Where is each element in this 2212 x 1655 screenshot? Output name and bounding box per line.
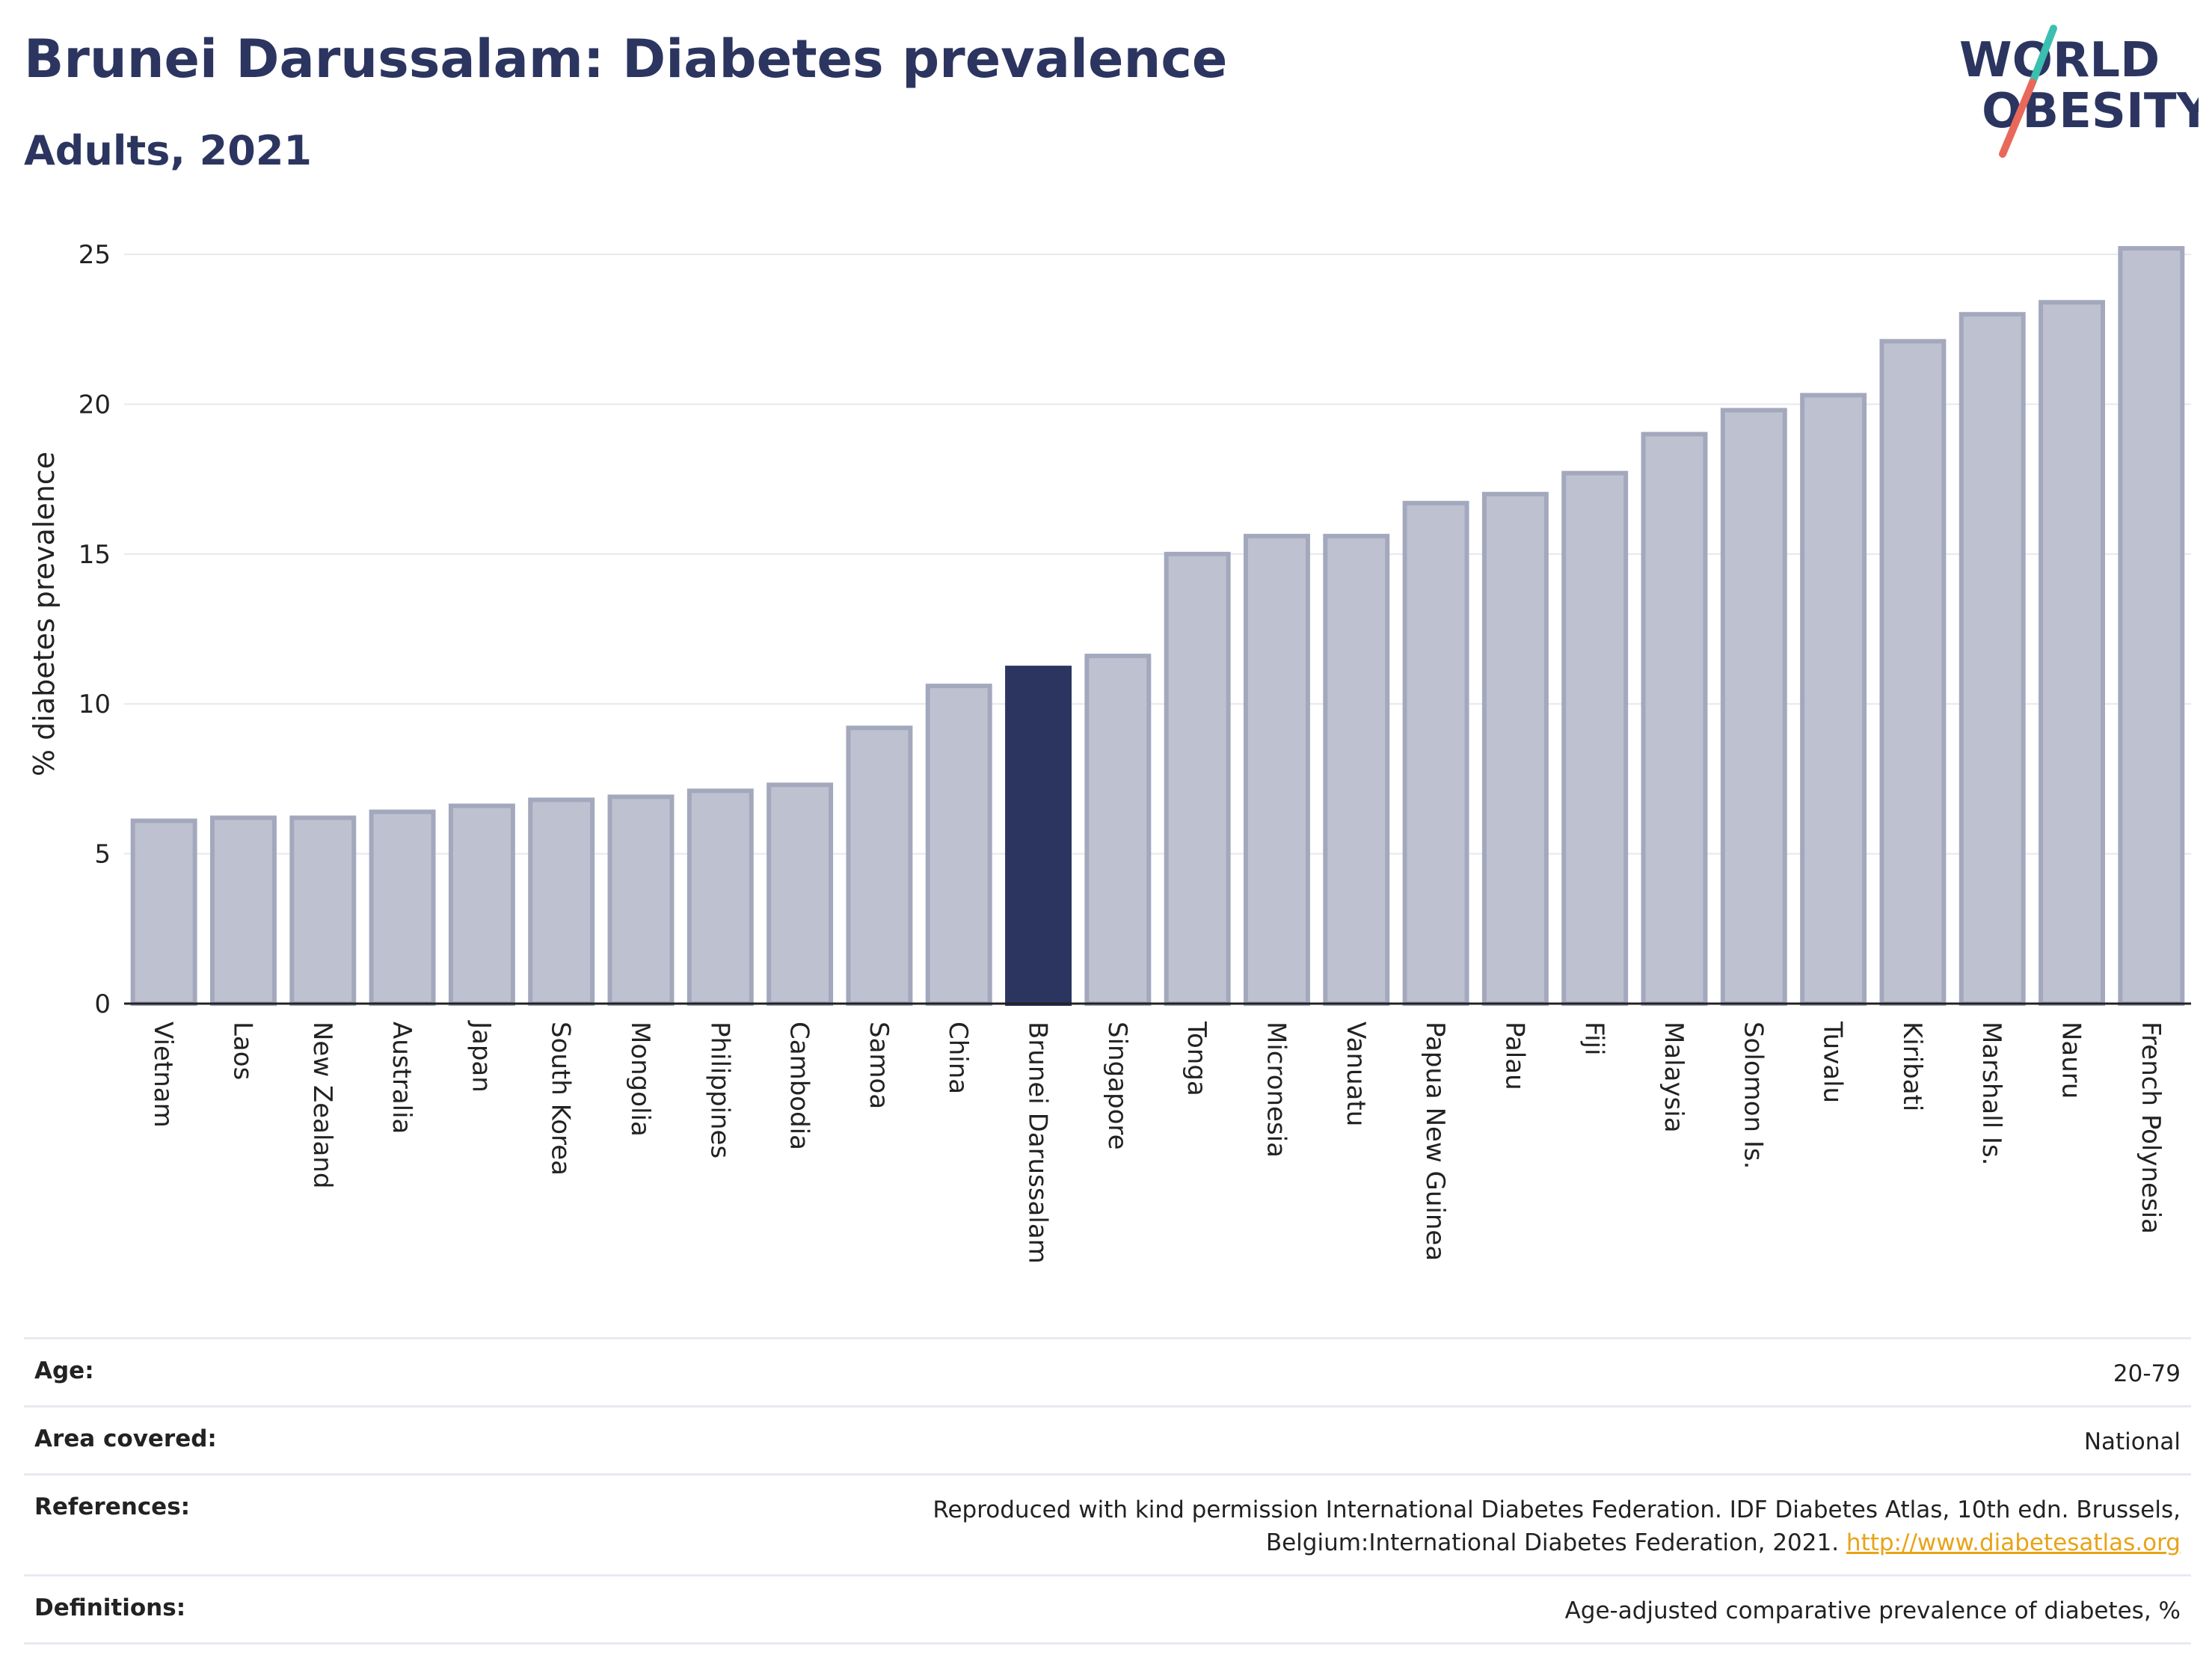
bar-brunei-darussalam — [1005, 666, 1072, 1007]
bar-laos — [210, 815, 277, 1006]
x-tick-label-tuvalu: Tuvalu — [1818, 1021, 1848, 1103]
info-value-age: 20-79 — [2113, 1360, 2181, 1387]
y-axis-title: % diabetes prevalence — [28, 452, 61, 776]
x-tick-label-kiribati: Kiribati — [1897, 1022, 1927, 1111]
bar-china — [925, 684, 992, 1007]
x-tick-label-cambodia: Cambodia — [784, 1022, 814, 1150]
x-tick-label-mongolia: Mongolia — [625, 1022, 655, 1137]
references-text: Reproduced with kind permission Internat… — [933, 1496, 2181, 1556]
page-title: Brunei Darussalam: Diabetes prevalence — [24, 28, 1228, 90]
bar-nauru — [2039, 300, 2105, 1006]
info-label-definitions: Definitions: — [34, 1594, 186, 1621]
x-tick-label-fiji: Fiji — [1579, 1022, 1609, 1055]
x-tick-label-samoa: Samoa — [864, 1022, 894, 1109]
bar-samoa — [846, 725, 913, 1006]
x-tick-label-new-zealand: New Zealand — [307, 1022, 337, 1188]
bar-palau — [1481, 491, 1549, 1006]
y-tick-label-25: 25 — [79, 240, 111, 270]
x-tick-label-tonga: Tonga — [1182, 1021, 1211, 1096]
bar-vietnam — [130, 818, 197, 1006]
x-tick-label-marshall-is: Marshall Is. — [1976, 1022, 2006, 1166]
x-tick-label-singapore: Singapore — [1102, 1022, 1132, 1150]
bar-singapore — [1084, 654, 1152, 1006]
info-label-references: References: — [34, 1493, 191, 1520]
bar-papua-new-guinea — [1402, 500, 1469, 1006]
x-tick-label-south-korea: South Korea — [546, 1022, 576, 1176]
bar-chart: 0 5 10 15 20 25 Vietnam Laos New Zealand Australi… — [28, 240, 2191, 1264]
x-tick-label-palau: Palau — [1499, 1022, 1529, 1090]
bar-mongolia — [607, 794, 675, 1006]
x-tick-label-micronesia: Micronesia — [1261, 1022, 1291, 1158]
x-tick-label-philippines: Philippines — [704, 1022, 734, 1158]
x-tick-label-japan: Japan — [466, 1020, 496, 1093]
info-row-definitions: Definitions: Age-adjusted comparative pr… — [24, 1574, 2191, 1645]
bar-fiji — [1561, 470, 1629, 1006]
bar-malaysia — [1641, 432, 1708, 1006]
info-table: Age: 20-79 Area covered: National Refere… — [24, 1337, 2191, 1645]
x-tick-label-laos: Laos — [227, 1022, 257, 1080]
page-subtitle: Adults, 2021 — [24, 127, 312, 174]
bar-south-korea — [528, 797, 595, 1006]
bar-vanuatu — [1323, 533, 1390, 1006]
bar-tuvalu — [1800, 393, 1867, 1006]
info-value-references: Reproduced with kind permission Internat… — [685, 1493, 2181, 1559]
y-tick-label-20: 20 — [79, 390, 111, 420]
info-value-definitions: Age-adjusted comparative prevalence of d… — [1564, 1597, 2181, 1624]
info-row-area: Area covered: National — [24, 1405, 2191, 1473]
bar-micronesia — [1244, 533, 1310, 1006]
world-obesity-logo: WORLD OBESITY — [1959, 25, 2199, 158]
bar-japan — [448, 803, 515, 1006]
references-link[interactable]: http://www.diabetesatlas.org — [1846, 1529, 2181, 1556]
logo-slash-coral — [1999, 79, 2036, 158]
bar-kiribati — [1879, 339, 1947, 1006]
y-tick-label-5: 5 — [94, 840, 111, 870]
info-row-age: Age: 20-79 — [24, 1337, 2191, 1405]
x-tick-label-vietnam: Vietnam — [148, 1022, 178, 1128]
x-tick-label-malaysia: Malaysia — [1659, 1022, 1689, 1133]
y-tick-label-10: 10 — [79, 690, 111, 719]
info-label-area: Area covered: — [34, 1425, 217, 1452]
bar-cambodia — [766, 782, 834, 1006]
x-tick-label-australia: Australia — [387, 1022, 417, 1134]
x-tick-label-china: China — [943, 1022, 973, 1094]
bar-new-zealand — [289, 815, 357, 1006]
bar-philippines — [686, 788, 754, 1006]
x-tick-label-brunei-darussalam: Brunei Darussalam — [1023, 1022, 1053, 1264]
y-tick-label-0: 0 — [94, 989, 111, 1019]
info-label-age: Age: — [34, 1357, 94, 1384]
info-value-area: National — [2083, 1428, 2181, 1455]
logo-slash-teal — [2029, 25, 2057, 86]
logo-word-world: WORLD — [1959, 33, 2160, 88]
x-tick-label-papua-new-guinea: Papua New Guinea — [1420, 1022, 1450, 1261]
bar-tonga — [1164, 551, 1231, 1006]
x-tick-label-nauru: Nauru — [2056, 1022, 2086, 1099]
x-tick-label-solomon-is: Solomon Is. — [1738, 1022, 1768, 1169]
x-tick-label-vanuatu: Vanuatu — [1341, 1022, 1371, 1126]
info-row-references: References: Reproduced with kind permiss… — [24, 1473, 2191, 1574]
y-tick-label-15: 15 — [79, 540, 111, 570]
bar-australia — [369, 809, 436, 1006]
x-tick-label-french-polynesia: French Polynesia — [2136, 1022, 2166, 1234]
bar-marshall-is — [1958, 312, 2026, 1006]
bar-french-polynesia — [2118, 246, 2185, 1006]
bar-solomon-is — [1720, 408, 1787, 1006]
